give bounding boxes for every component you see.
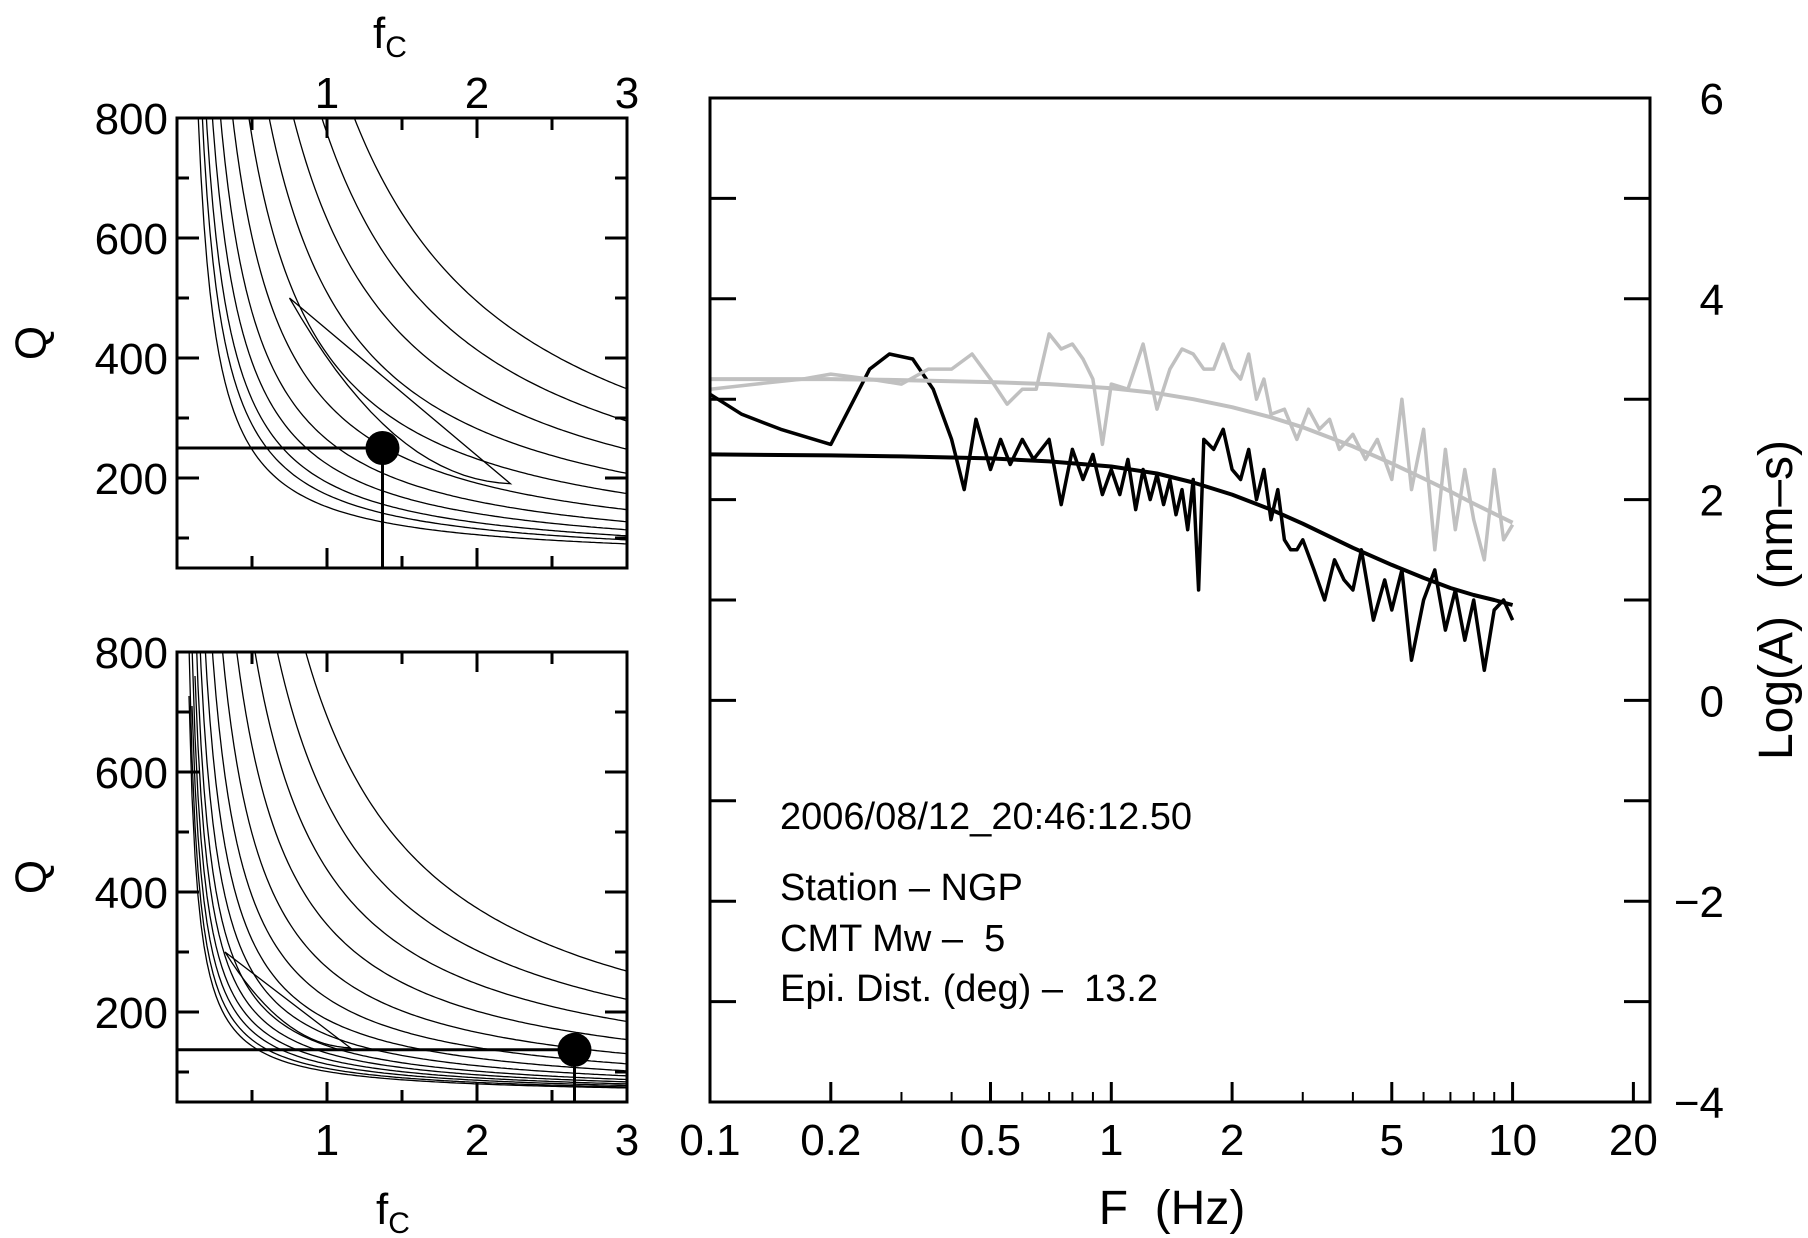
contour-line-3 — [191, 652, 627, 1085]
contour-line-5 — [196, 652, 627, 1081]
best-fit-bottom — [177, 1032, 592, 1102]
contour-line-8 — [292, 118, 627, 450]
y-tick-label-800-top: 800 — [95, 95, 168, 144]
contour-line-9 — [321, 118, 627, 422]
x-tick-label-2-bottom: 2 — [465, 1116, 489, 1165]
x-tick-label-spectrum: 0.1 — [679, 1116, 740, 1165]
y-axis-label-bottom: Q — [7, 860, 56, 894]
contour-line-1 — [188, 652, 627, 1088]
x-tick-label-3-top: 3 — [615, 69, 639, 118]
distance-annotation: Epi. Dist. (deg) – 13.2 — [780, 968, 1158, 1010]
spectrum-series-2 — [710, 332, 1515, 562]
contour-line-2 — [191, 705, 627, 1087]
x-tick-label-1-top: 1 — [315, 69, 339, 118]
x-tick-labels-spectrum: 0.1 0.2 0.5 1 2 5 10 20 — [679, 1116, 1657, 1165]
contour-line-6 — [248, 118, 627, 495]
contour-line-9 — [221, 652, 627, 1055]
contour-line-1 — [201, 118, 627, 541]
x-axis-label-top: fC — [373, 9, 407, 64]
inner-contour — [288, 297, 513, 485]
x-tick-label-spectrum: 5 — [1380, 1116, 1404, 1165]
ticks-bottom — [177, 652, 627, 1102]
x-tick-label-2-top: 2 — [465, 69, 489, 118]
x-tick-label-spectrum: 10 — [1488, 1116, 1537, 1165]
y-tick-label-spectrum: −4 — [1674, 1079, 1724, 1128]
inner-contour — [224, 951, 353, 1049]
x-tick-label-3-bottom: 3 — [615, 1116, 639, 1165]
spectrum-series — [710, 332, 1515, 673]
contour-line-4 — [219, 118, 627, 523]
y-tick-labels-spectrum: −4 −2 0 2 4 6 — [1674, 75, 1724, 1128]
y-tick-label-200-top: 200 — [95, 455, 168, 504]
contour-line-7 — [204, 652, 627, 1072]
contour-lines-top — [197, 118, 627, 545]
contour-line-2 — [205, 118, 627, 537]
contour-line-11 — [254, 652, 627, 1023]
y-tick-label-400-bottom: 400 — [95, 869, 168, 918]
y-tick-label-600-bottom: 600 — [95, 749, 168, 798]
spectrum-panel: 0.1 0.2 0.5 1 2 5 10 20 −4 −2 0 2 4 6 F (Hz) Log(A) … — [679, 75, 1803, 1235]
best-fit-marker — [557, 1032, 592, 1067]
station-annotation: Station – NGP — [780, 867, 1023, 909]
y-axis-label-top: Q — [7, 326, 56, 360]
x-axis-label-bottom: fC — [376, 1185, 410, 1238]
spectrum-series-1 — [710, 452, 1514, 607]
y-axis-label-spectrum: Log(A) (nm–s) — [1750, 440, 1803, 760]
y-tick-label-600-top: 600 — [95, 215, 168, 264]
y-tick-label-200-bottom: 200 — [95, 989, 168, 1038]
contour-panel-bottom: 1 2 3 fC 200 400 600 800 Q — [7, 629, 639, 1238]
contour-line-12 — [276, 652, 627, 1001]
plot-frame-bottom — [175, 650, 629, 1104]
spectrum-series-0 — [710, 352, 1515, 673]
contour-line-10 — [353, 118, 627, 390]
best-fit-marker — [365, 431, 400, 465]
contour-line-13 — [305, 652, 627, 972]
x-axis-label-spectrum: F (Hz) — [1099, 1182, 1246, 1235]
contour-line-0 — [197, 118, 627, 545]
x-tick-label-spectrum: 1 — [1099, 1116, 1123, 1165]
y-tick-label-spectrum: 2 — [1700, 477, 1724, 526]
contour-line-0 — [188, 695, 627, 1089]
y-tick-label-spectrum: 0 — [1700, 677, 1724, 726]
spectrum-series-3 — [710, 377, 1514, 525]
contour-line-4 — [194, 675, 627, 1083]
contour-line-6 — [199, 652, 627, 1077]
ticks-top — [177, 118, 627, 568]
x-tick-label-spectrum: 2 — [1220, 1116, 1244, 1165]
contour-line-8 — [211, 652, 627, 1065]
contour-line-5 — [232, 118, 627, 511]
cmt-annotation: CMT Mw – 5 — [780, 918, 1005, 960]
y-tick-label-400-top: 400 — [95, 335, 168, 384]
contour-lines-bottom — [188, 652, 627, 1089]
contour-panel-top: fC 1 2 3 200 400 600 800 Q — [7, 9, 639, 570]
y-tick-label-spectrum: 4 — [1700, 276, 1724, 325]
ticks-spectrum — [708, 96, 1650, 1104]
contour-line-7 — [268, 118, 627, 475]
y-tick-label-spectrum: 6 — [1700, 75, 1724, 124]
x-tick-label-1-bottom: 1 — [315, 1116, 339, 1165]
x-tick-label-spectrum: 0.2 — [800, 1116, 861, 1165]
x-tick-label-spectrum: 0.5 — [960, 1116, 1021, 1165]
y-tick-label-800-bottom: 800 — [95, 629, 168, 678]
best-fit-top — [177, 431, 400, 568]
contour-line-10 — [236, 652, 627, 1041]
event-date-annotation: 2006/08/12_20:46:12.50 — [780, 796, 1192, 838]
contour-line-3 — [211, 118, 627, 531]
y-tick-label-spectrum: −2 — [1674, 878, 1724, 927]
x-tick-label-spectrum: 20 — [1609, 1116, 1658, 1165]
